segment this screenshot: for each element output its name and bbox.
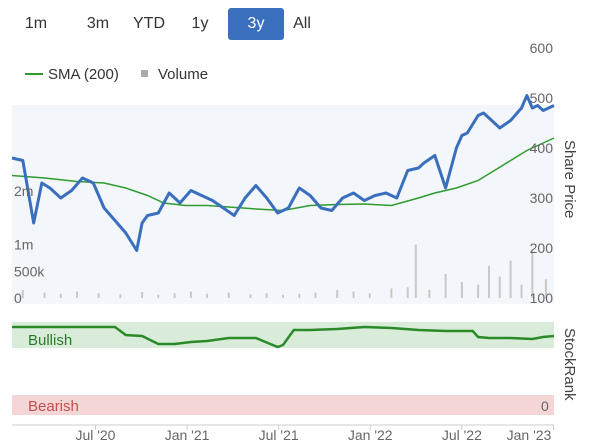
date-axis: Jul '20 Jan '21 Jul '21 Jan '22 Jul '22 Jan '… [75,425,554,442]
bearish-band [12,395,554,415]
volume-bar [444,273,447,298]
volume-bar [249,294,252,298]
volume-bar [477,284,480,298]
stockrank-zero-label: 0 [541,398,549,414]
volume-tick-label: 1m [14,237,33,253]
volume-bar [520,284,523,298]
volume-bar [390,288,393,298]
volume-bar [314,292,317,298]
range-button-3y[interactable]: 3y [228,8,284,40]
volume-tick-label: 500k [14,263,45,279]
volume-bar [544,279,547,298]
range-button-1m[interactable]: 1m [24,15,48,32]
price-line [11,94,555,252]
date-tick-label: Jul '20 [75,427,115,442]
date-tick-label: Jan '22 [348,427,393,442]
volume-bar [498,276,501,298]
date-tick-label: Jan '23 [507,427,552,442]
stockrank-line [12,325,555,349]
sma-legend-label: SMA (200) [48,66,119,83]
volume-bar [21,290,24,298]
volume-bar [265,293,268,298]
volume-bar [336,290,339,298]
volume-legend-swatch [141,70,148,77]
volume-axis: 0 500k 1m 2m [14,183,45,306]
volume-bar [298,293,301,298]
volume-legend-label: Volume [158,66,208,83]
volume-bar [282,294,284,298]
volume-bar [189,291,192,298]
stockrank-axis-title: StockRank [561,328,578,401]
range-button-1y[interactable]: 1y [191,15,209,32]
price-tick-label: 200 [530,240,554,256]
price-tick-label: 400 [530,140,554,156]
range-button-ytd[interactable]: YTD [133,15,165,32]
volume-bar [414,244,417,298]
price-tick-label: 300 [530,190,554,206]
date-tick-label: Jan '21 [165,427,210,442]
volume-tick-label: 0 [14,290,22,306]
date-tick-label: Jul '21 [259,427,299,442]
volume-bar [460,281,463,298]
share-price-axis-title: Share Price [561,140,578,218]
volume-tick-label: 2m [14,183,33,199]
bearish-label: Bearish [28,398,79,415]
range-button-3m[interactable]: 3m [86,15,110,32]
volume-bar [352,291,355,298]
share-price-axis: 100 200 300 400 500 600 [530,40,554,306]
volume-bar [428,290,431,298]
date-tick-label: Jul '22 [442,427,482,442]
volume-bar [488,265,490,298]
volume-bar [97,293,100,298]
volume-bar [406,287,409,298]
bullish-label: Bullish [28,332,72,349]
volume-bar [157,294,160,298]
price-plot-background [12,105,554,304]
volume-bar [509,260,512,298]
volume-bar [531,249,534,298]
volume-bar [141,292,144,298]
volume-bar [76,291,78,298]
price-tick-label: 600 [530,40,554,56]
range-button-all[interactable]: All [293,15,311,32]
price-tick-label: 500 [530,90,554,106]
price-tick-label: 100 [530,290,554,306]
volume-bar [59,293,62,298]
chart-legend: SMA (200) Volume [25,66,208,83]
volume-bar [368,293,371,298]
sma-line [11,137,555,212]
volume-bar [173,293,176,298]
volume-bar [227,292,230,298]
volume-bar [119,294,122,298]
stockrank-panel: Bullish Bearish 0 StockRank [12,322,578,415]
volume-bars [21,244,547,298]
volume-bar [43,292,46,298]
volume-bar [206,293,209,298]
